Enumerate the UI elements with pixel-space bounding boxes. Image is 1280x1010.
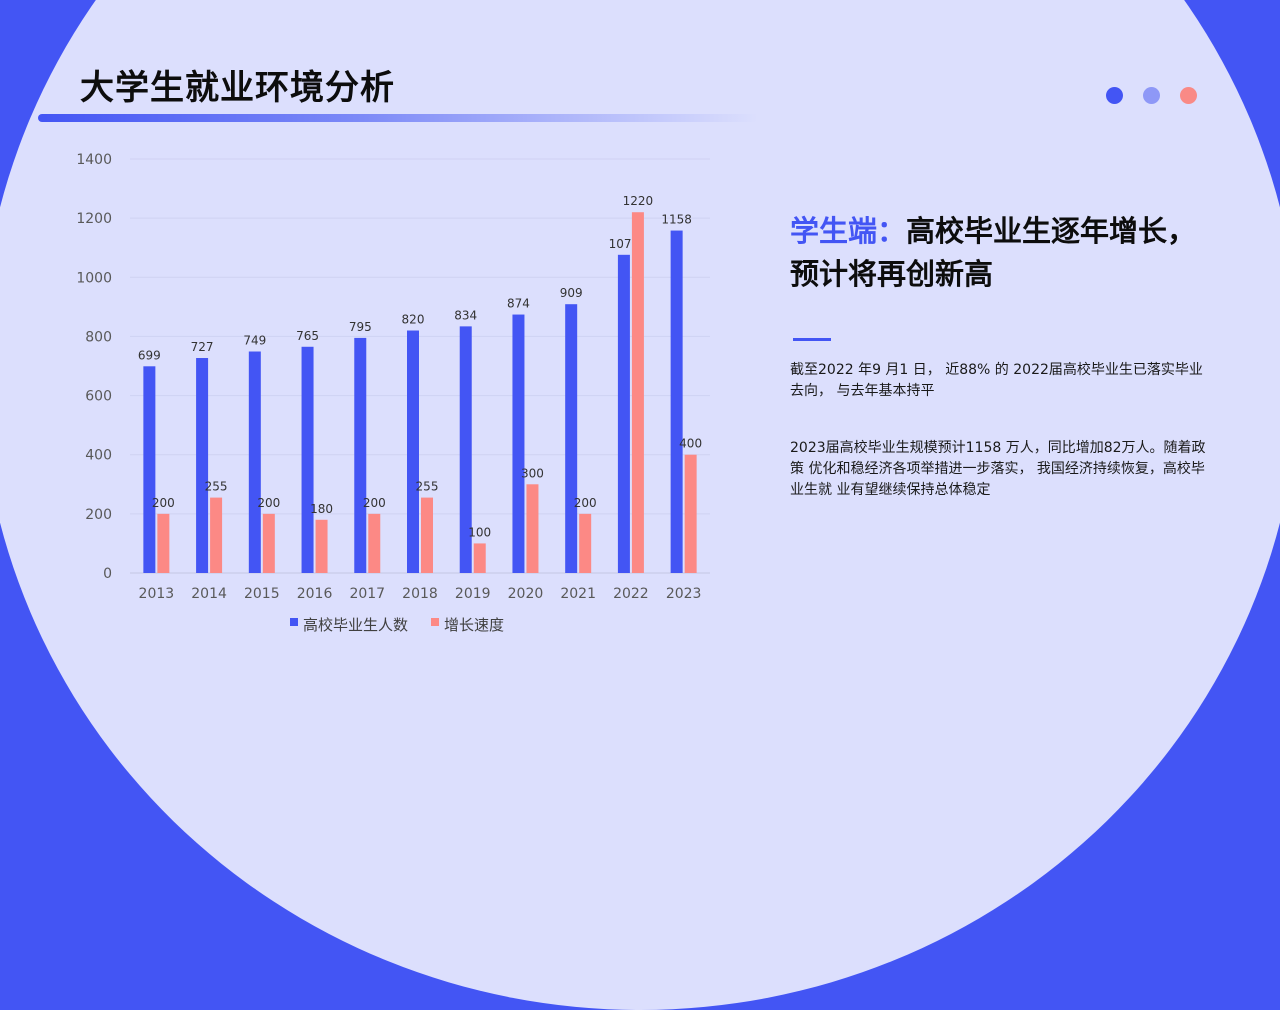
bar-growth (684, 454, 697, 573)
x-tick-label: 2022 (613, 586, 649, 602)
y-tick-label: 800 (85, 329, 112, 345)
data-label: 795 (349, 320, 372, 334)
legend-label: 高校毕业生人数 (303, 616, 408, 634)
section-heading: 学生端：高校毕业生逐年增长，预计将再创新高 (790, 210, 1200, 296)
x-tick-label: 2013 (139, 586, 175, 602)
y-tick-label: 0 (103, 566, 112, 582)
decor-dot-lavender (1143, 87, 1160, 104)
data-label: 200 (363, 496, 386, 510)
data-label: 255 (205, 480, 228, 494)
data-label: 820 (402, 313, 425, 327)
data-label: 180 (310, 502, 333, 516)
bar-growth (262, 513, 275, 573)
bar-graduates (459, 326, 472, 573)
heading-accent: 学生端： (790, 214, 907, 248)
data-label: 255 (416, 480, 439, 494)
data-label: 200 (257, 496, 280, 510)
heading-text: 高校毕业生逐年增长，预计将再创新高 (790, 214, 1197, 291)
x-tick-label: 2015 (244, 586, 280, 602)
x-tick-label: 2016 (297, 586, 333, 602)
bar-graduates (512, 314, 525, 573)
x-tick-label: 2020 (508, 586, 544, 602)
y-tick-label: 1000 (76, 270, 112, 286)
data-label: 100 (468, 525, 491, 539)
data-label: 1220 (623, 194, 654, 208)
bar-graduates (407, 330, 419, 573)
bar-growth (526, 484, 539, 573)
paragraph-graduate-scale: 2023届高校毕业生规模预计1158 万人，同比增加82万人。随着政策 优化和稳… (790, 440, 1206, 498)
y-tick-label: 1200 (76, 211, 112, 227)
x-tick-label: 2017 (349, 586, 385, 602)
bar-growth (473, 543, 486, 573)
x-tick-label: 2014 (191, 586, 227, 602)
x-tick-label: 2018 (402, 586, 438, 602)
data-label: 765 (296, 329, 319, 343)
x-tick-label: 2019 (455, 586, 491, 602)
paragraph-placement-rate: 截至2022 年9 月1 日， 近88% 的 2022届高校毕业生已落实毕业去向… (790, 362, 1203, 399)
bar-graduates (248, 351, 261, 573)
y-tick-label: 400 (85, 448, 112, 464)
heading-divider (793, 338, 831, 341)
bar-graduates (196, 358, 209, 573)
data-label: 1076 (609, 237, 640, 251)
bar-chart: 0 200 400 600 800 1000 1200 1400 699 200 2013 727 25… (76, 152, 710, 634)
decor-dot-blue (1106, 87, 1123, 104)
legend-label: 增长速度 (444, 616, 504, 634)
data-label: 300 (521, 466, 544, 480)
decor-dot-coral (1180, 87, 1197, 104)
bar-growth (368, 513, 381, 573)
bar-graduates (565, 304, 578, 573)
data-label: 400 (679, 437, 702, 451)
y-tick-label: 1400 (76, 152, 112, 168)
data-label: 200 (152, 496, 175, 510)
bar-growth (157, 513, 170, 573)
data-label: 749 (243, 334, 266, 348)
data-label: 200 (574, 496, 597, 510)
page-title: 大学生就业环境分析 (80, 68, 395, 108)
data-label: 874 (507, 297, 530, 311)
legend-swatch (290, 618, 298, 626)
data-label: 727 (191, 340, 214, 354)
bar-growth (579, 513, 592, 573)
x-tick-label: 2021 (560, 586, 596, 602)
bar-graduates (143, 366, 156, 573)
bar-graduates (301, 346, 314, 573)
legend-swatch (431, 618, 439, 626)
y-tick-label: 600 (85, 389, 112, 405)
bar-growth (421, 497, 433, 573)
data-label: 699 (138, 348, 161, 362)
bar-graduates (617, 254, 630, 573)
bar-growth (315, 519, 328, 573)
title-underline (38, 114, 758, 122)
bar-graduates (670, 230, 683, 573)
bar-growth (210, 497, 223, 573)
x-tick-label: 2023 (666, 586, 702, 602)
data-label: 834 (454, 308, 477, 322)
data-label: 909 (560, 286, 583, 300)
data-label: 1158 (661, 213, 692, 227)
bar-graduates (354, 337, 367, 573)
bar-growth (631, 212, 644, 573)
y-tick-label: 200 (85, 507, 112, 523)
